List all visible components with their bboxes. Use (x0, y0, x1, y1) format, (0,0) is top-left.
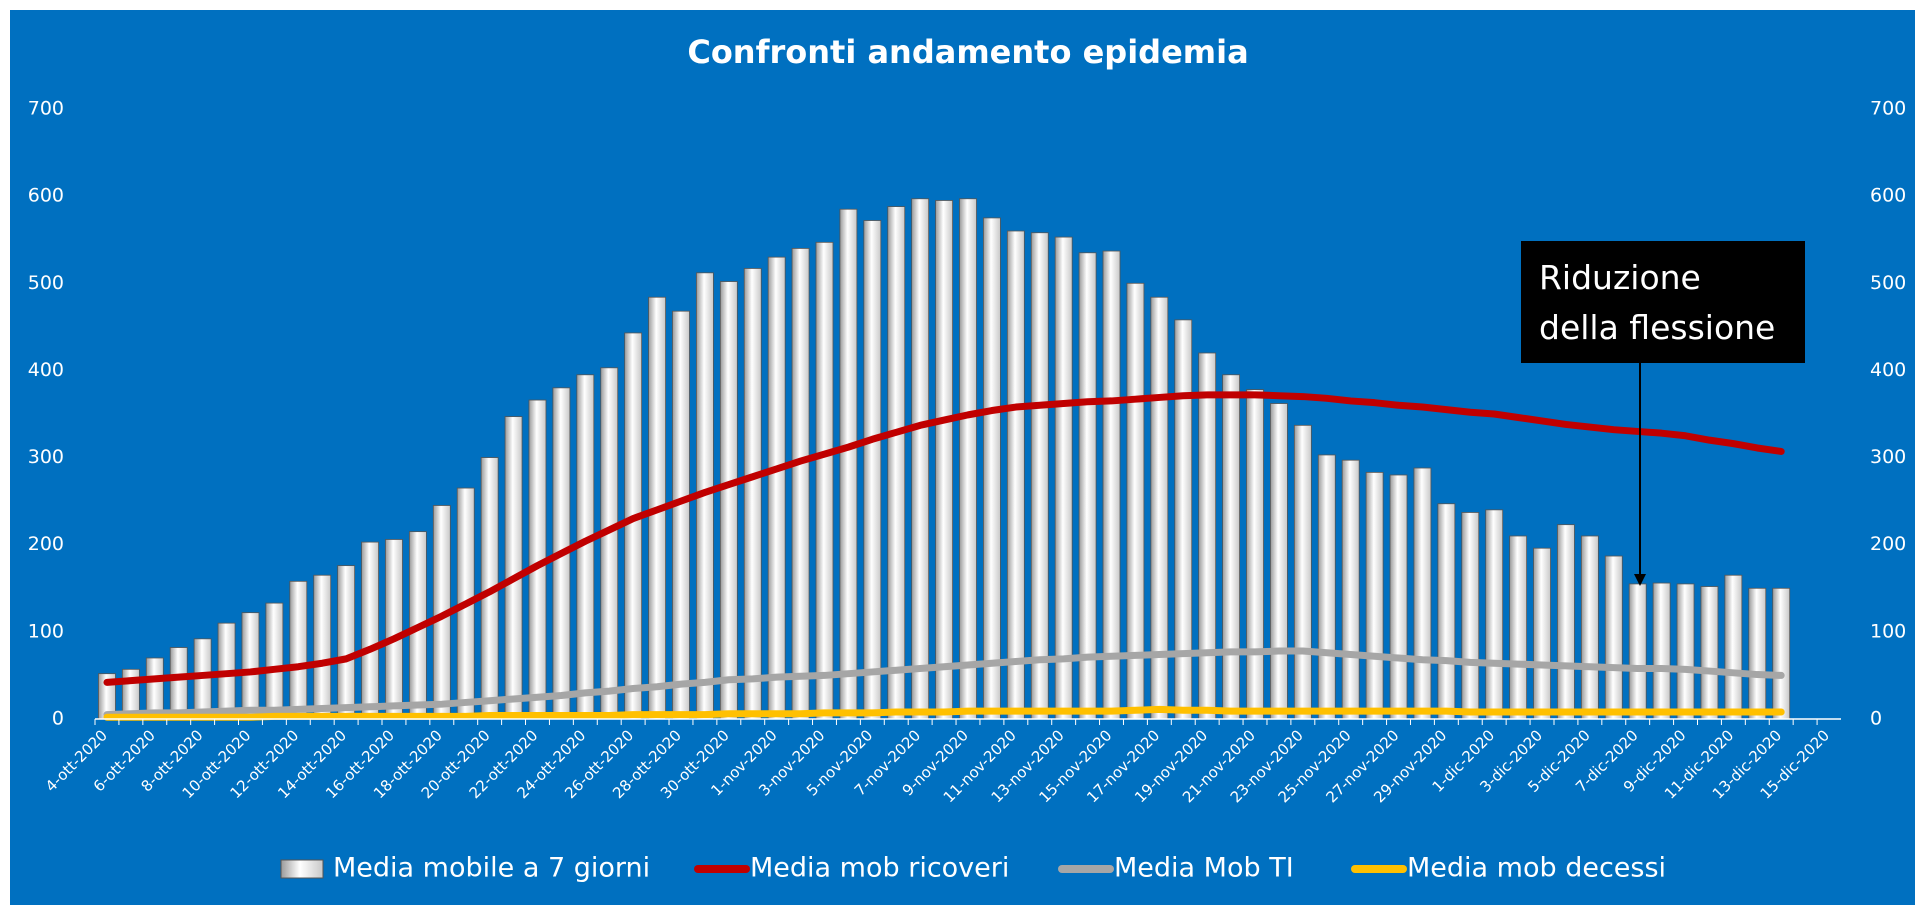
bar (600, 367, 619, 720)
y2-tick-label: 300 (1870, 446, 1906, 468)
y-tick-label: 700 (28, 98, 64, 120)
legend-label: Media mobile a 7 giorni (333, 853, 650, 884)
bar (839, 208, 858, 720)
y2-tick-label: 0 (1870, 708, 1882, 730)
bar (337, 565, 356, 720)
y2-tick-label: 200 (1870, 533, 1906, 555)
line-series (103, 647, 1785, 719)
y2-tick-label: 600 (1870, 185, 1906, 207)
y-tick-label: 400 (28, 359, 64, 381)
bar (241, 612, 260, 720)
y-tick-label: 500 (28, 272, 64, 294)
bar (1533, 547, 1551, 720)
y-tick-label: 100 (28, 620, 64, 642)
bar (1437, 503, 1456, 720)
bar (1246, 389, 1264, 720)
bar (767, 256, 786, 720)
bar (1030, 232, 1049, 720)
bar (743, 268, 762, 720)
bar (1270, 403, 1288, 720)
bar (1341, 459, 1360, 720)
bar (935, 200, 953, 720)
bar (1509, 535, 1528, 720)
bar (169, 647, 188, 720)
bar (1676, 583, 1695, 720)
legend-swatch (280, 859, 324, 879)
bar (1700, 586, 1719, 720)
bar (791, 248, 810, 720)
line-series (103, 705, 1785, 721)
arrow-head (1634, 574, 1646, 586)
bar (265, 602, 284, 720)
bar (1389, 474, 1408, 720)
bar (1413, 467, 1432, 720)
bar (1604, 555, 1623, 720)
bar (1628, 583, 1647, 720)
bar (1222, 374, 1240, 720)
y-tick-label: 0 (52, 708, 64, 730)
bar (672, 310, 690, 720)
legend-label: Media mob decessi (1407, 853, 1666, 884)
bar (1748, 587, 1767, 720)
bar (1580, 535, 1599, 720)
y-tick-label: 600 (28, 185, 64, 207)
y2-tick-label: 400 (1870, 359, 1906, 381)
bar (911, 198, 930, 720)
bar (1293, 424, 1312, 720)
bar (385, 539, 403, 720)
bar (863, 220, 882, 720)
bar (1772, 587, 1791, 720)
bar (959, 198, 977, 720)
bar (1724, 574, 1743, 720)
legend-label: Media mob ricoveri (750, 853, 1009, 884)
bar (1102, 250, 1121, 720)
bar (719, 281, 738, 720)
annotation: Riduzione della flessione (1521, 241, 1805, 363)
bar (1174, 319, 1193, 720)
bar (1198, 352, 1217, 720)
bar (887, 206, 906, 720)
bar (1078, 252, 1097, 720)
bar (289, 580, 308, 720)
bar (1557, 524, 1575, 720)
y2-tick-label: 500 (1870, 272, 1906, 294)
bar (1054, 236, 1073, 720)
y2-tick-label: 700 (1870, 98, 1906, 120)
bar (1365, 471, 1384, 720)
y2-tick-label: 100 (1870, 620, 1906, 642)
bar (983, 217, 1001, 720)
bar (1317, 454, 1336, 720)
bar (1652, 582, 1671, 720)
legend-label: Media Mob TI (1114, 853, 1294, 884)
bar (1006, 230, 1025, 720)
bar (361, 541, 379, 720)
bar (1461, 512, 1480, 720)
bar (504, 416, 523, 720)
y-tick-label: 200 (28, 533, 64, 555)
bar (313, 574, 332, 720)
bar (1485, 509, 1504, 720)
chart-title: Confronti andamento epidemia (687, 33, 1248, 71)
bar (624, 332, 643, 720)
y-tick-label: 300 (28, 446, 64, 468)
bar (815, 241, 834, 720)
line-series (103, 391, 1785, 686)
